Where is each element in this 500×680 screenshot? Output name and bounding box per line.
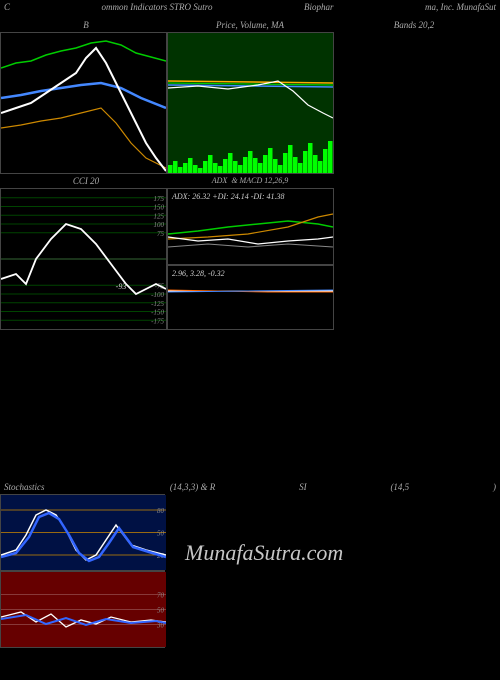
svg-text:-175: -175	[151, 317, 164, 325]
adx-macd-column: ADX: 26.32 +DI: 24.14 -DI: 41.38 2.96, 3…	[167, 188, 334, 330]
rsi-chart: 705030	[1, 572, 166, 647]
svg-text:2.96, 3.28, -0.32: 2.96, 3.28, -0.32	[172, 269, 225, 278]
stoch-title5: )	[493, 482, 496, 492]
svg-text:80: 80	[157, 507, 165, 515]
svg-text:75: 75	[157, 230, 165, 238]
bbands-title2: Bands 20,2	[332, 20, 496, 30]
stoch-title4: (14,5	[390, 482, 409, 492]
svg-text:-93: -93	[116, 282, 127, 291]
spacer	[0, 330, 500, 480]
header-mid1: ommon Indicators STRO Sutro	[102, 2, 213, 12]
svg-text:100: 100	[154, 221, 165, 229]
chart-row-1	[0, 32, 500, 174]
chart-row-3: 805020 705030	[0, 494, 500, 648]
header-right: ma, Inc. MunafaSut	[425, 2, 496, 12]
svg-text:50: 50	[157, 607, 165, 615]
svg-text:-100: -100	[151, 291, 164, 299]
bbands-panel	[0, 32, 167, 174]
price-chart	[168, 33, 333, 173]
stoch-title3: SI	[299, 482, 307, 492]
svg-text:125: 125	[154, 212, 165, 220]
svg-text:70: 70	[157, 592, 165, 600]
chart-row-2: 17515012510075-75-100-125-150-175-93 ADX…	[0, 188, 500, 330]
macd-chart: 2.96, 3.28, -0.32	[168, 266, 333, 329]
row2-titles: CCI 20 ADX & MACD 12,26,9	[0, 174, 500, 188]
price-title: Price, Volume, MA	[168, 20, 332, 30]
cci-panel: 17515012510075-75-100-125-150-175-93	[0, 188, 167, 330]
header-mid2: Biophar	[304, 2, 334, 12]
cci-chart: 17515012510075-75-100-125-150-175-93	[1, 189, 166, 329]
svg-text:-150: -150	[151, 309, 164, 317]
stoch-title: Stochastics	[4, 482, 86, 492]
adx-chart: ADX: 26.32 +DI: 24.14 -DI: 41.38	[168, 189, 333, 264]
svg-text:-125: -125	[151, 300, 164, 308]
header-row: C ommon Indicators STRO Sutro Biophar ma…	[0, 0, 500, 14]
adx-panel: ADX: 26.32 +DI: 24.14 -DI: 41.38	[167, 188, 334, 265]
bbands-chart	[1, 33, 166, 173]
stoch-panel: 805020	[0, 494, 165, 571]
header-left: C	[4, 2, 10, 12]
svg-text:175: 175	[154, 195, 165, 203]
svg-text:150: 150	[154, 204, 165, 212]
svg-text:50: 50	[157, 530, 165, 538]
stoch-chart: 805020	[1, 495, 166, 570]
rsi-panel: 705030	[0, 571, 165, 648]
cci-title: CCI 20	[4, 176, 168, 186]
macd-panel: 2.96, 3.28, -0.32	[167, 265, 334, 330]
row3-titles: Stochastics (14,3,3) & R SI (14,5 )	[0, 480, 500, 494]
adx-macd-title: ADX & MACD 12,26,9	[168, 176, 332, 186]
bbands-title: B	[4, 20, 168, 30]
stoch-title2: (14,3,3) & R	[170, 482, 216, 492]
price-panel	[167, 32, 334, 174]
svg-text:ADX: 26.32 +DI: 24.14 -DI:: ADX: 26.32 +DI: 24.14 -DI: 41.38	[171, 192, 285, 201]
row1-titles: B Price, Volume, MA Bands 20,2	[0, 18, 500, 32]
